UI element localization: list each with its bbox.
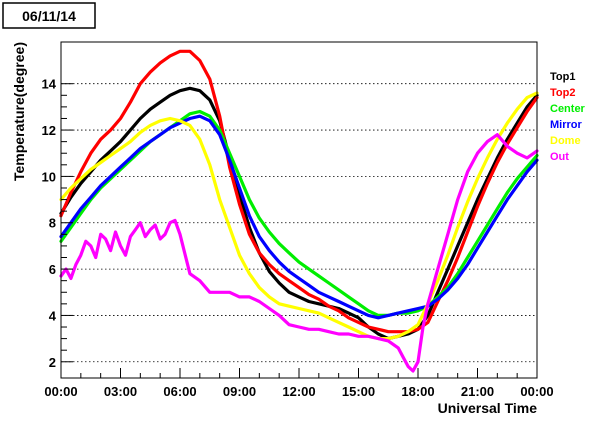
series-line-center [59, 109, 539, 317]
x-tick-label: 09:00 [223, 384, 256, 399]
legend-entry-mirror: Mirror [550, 119, 583, 131]
x-tick-label: 00:00 [44, 384, 77, 399]
y-tick-label: 6 [49, 262, 56, 277]
y-tick-label: 8 [49, 216, 56, 231]
x-tick-label: 21:00 [461, 384, 494, 399]
x-axis-title: Universal Time [438, 400, 538, 416]
x-tick-label: 15:00 [342, 384, 375, 399]
x-tick-label: 00:00 [520, 384, 553, 399]
y-tick-label: 4 [49, 308, 57, 323]
x-tick-label: 18:00 [401, 384, 434, 399]
series-line-mirror [59, 114, 539, 320]
legend: Top1 Top2 Center Mirror Dome Out [550, 71, 586, 163]
y-tick-label: 10 [42, 169, 56, 184]
series-line-top2 [59, 49, 539, 334]
legend-entry-dome: Dome [550, 135, 581, 147]
date-box: 06/11/14 [2, 2, 96, 29]
date-box-frame [2, 2, 96, 29]
legend-entry-top2: Top2 [550, 87, 575, 99]
date-label: 06/11/14 [22, 8, 76, 24]
series-line-out [59, 133, 539, 373]
y-tick-label: 14 [42, 77, 57, 92]
x-tick-label: 12:00 [282, 384, 315, 399]
x-tick-label: 03:00 [104, 384, 137, 399]
grid-lines [61, 83, 537, 363]
y-tick-label: 12 [42, 123, 56, 138]
series-lines [59, 49, 539, 373]
y-tick-labels: 2 4 6 8 10 12 14 [42, 77, 57, 370]
legend-entry-out: Out [550, 151, 569, 163]
y-tick-label: 2 [49, 355, 56, 370]
axis-ticks [60, 83, 538, 378]
legend-entry-top1: Top1 [550, 71, 575, 83]
y-axis-title: Temperature(degree) [11, 42, 27, 181]
x-tick-labels: 00:00 03:00 06:00 09:00 12:00 15:00 18:00 21:00… [44, 384, 553, 399]
series-line-top1 [59, 86, 539, 341]
series-line-dome [59, 91, 539, 341]
x-tick-label: 06:00 [163, 384, 196, 399]
legend-entry-center: Center [550, 103, 586, 115]
